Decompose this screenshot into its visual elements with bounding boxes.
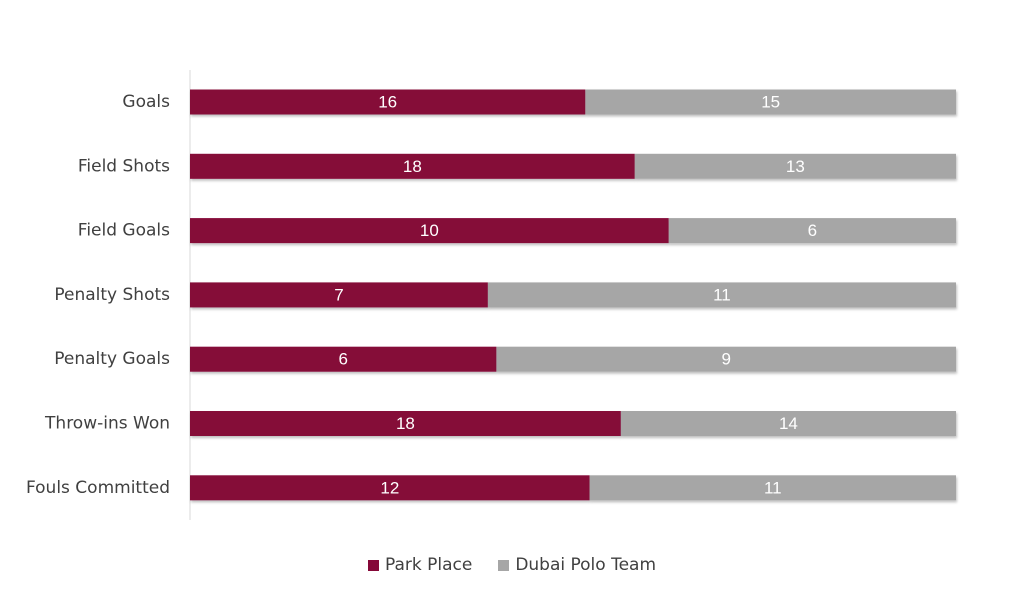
data-label-park-place-field-goals: 10 [420, 221, 439, 240]
legend-swatch-park-place [367, 559, 379, 571]
legend-item-park-place: Park Place [367, 555, 473, 575]
bar-park-place-fouls-committed [190, 475, 590, 501]
bar-dubai-polo-team-goals [585, 89, 956, 115]
data-label-dubai-polo-team-throw-ins-won: 14 [779, 414, 798, 433]
data-label-dubai-polo-team-fouls-committed: 11 [764, 478, 782, 497]
data-label-dubai-polo-team-field-goals: 6 [808, 221, 817, 240]
stacked-bar-chart: Goals 16 15 Field Shots 18 13 Field Goals 10 6 Pe… [26, 70, 956, 520]
data-label-dubai-polo-team-penalty-shots: 11 [713, 285, 731, 304]
bar-dubai-polo-team-throw-ins-won [620, 411, 956, 436]
category-label-penalty-goals: Penalty Goals [54, 349, 170, 369]
data-label-park-place-goals: 16 [378, 92, 397, 111]
category-label-goals: Goals [122, 92, 170, 112]
bar-park-place-goals [190, 89, 586, 115]
legend: Park Place Dubai Polo Team [0, 555, 1024, 575]
data-label-park-place-penalty-shots: 7 [334, 285, 343, 304]
category-label-penalty-shots: Penalty Shots [54, 285, 170, 305]
labels-layer: Goals 16 15 Field Shots 18 13 Field Goals 10 6 Pe… [26, 92, 817, 498]
data-label-dubai-polo-team-goals: 15 [761, 92, 780, 111]
bar-park-place-field-shots [190, 153, 635, 179]
bar-park-place-penalty-shots [190, 282, 488, 308]
bar-dubai-polo-team-field-shots [634, 153, 956, 179]
data-label-park-place-field-shots: 18 [403, 157, 422, 176]
category-label-field-goals: Field Goals [78, 221, 170, 241]
legend-swatch-dubai-polo-team [498, 559, 510, 571]
bar-dubai-polo-team-penalty-goals [496, 346, 956, 372]
legend-label-dubai-polo-team: Dubai Polo Team [515, 555, 657, 575]
bar-dubai-polo-team-fouls-committed [589, 475, 956, 501]
bar-dubai-polo-team-field-goals [668, 218, 956, 244]
bar-park-place-field-goals [190, 218, 669, 244]
category-label-throw-ins-won: Throw-ins Won [44, 414, 170, 434]
data-label-park-place-penalty-goals: 6 [338, 350, 347, 369]
category-label-field-shots: Field Shots [78, 156, 170, 176]
legend-item-dubai-polo-team: Dubai Polo Team [498, 555, 656, 575]
bars-layer [190, 89, 956, 501]
bar-park-place-penalty-goals [190, 346, 497, 372]
category-label-fouls-committed: Fouls Committed [26, 478, 170, 498]
data-label-dubai-polo-team-field-shots: 13 [786, 157, 805, 176]
data-label-park-place-throw-ins-won: 18 [396, 414, 415, 433]
legend-label-park-place: Park Place [384, 555, 473, 575]
bar-dubai-polo-team-penalty-shots [487, 282, 956, 308]
data-label-dubai-polo-team-penalty-goals: 9 [721, 350, 730, 369]
bar-park-place-throw-ins-won [190, 411, 621, 436]
data-label-park-place-fouls-committed: 12 [380, 478, 399, 497]
